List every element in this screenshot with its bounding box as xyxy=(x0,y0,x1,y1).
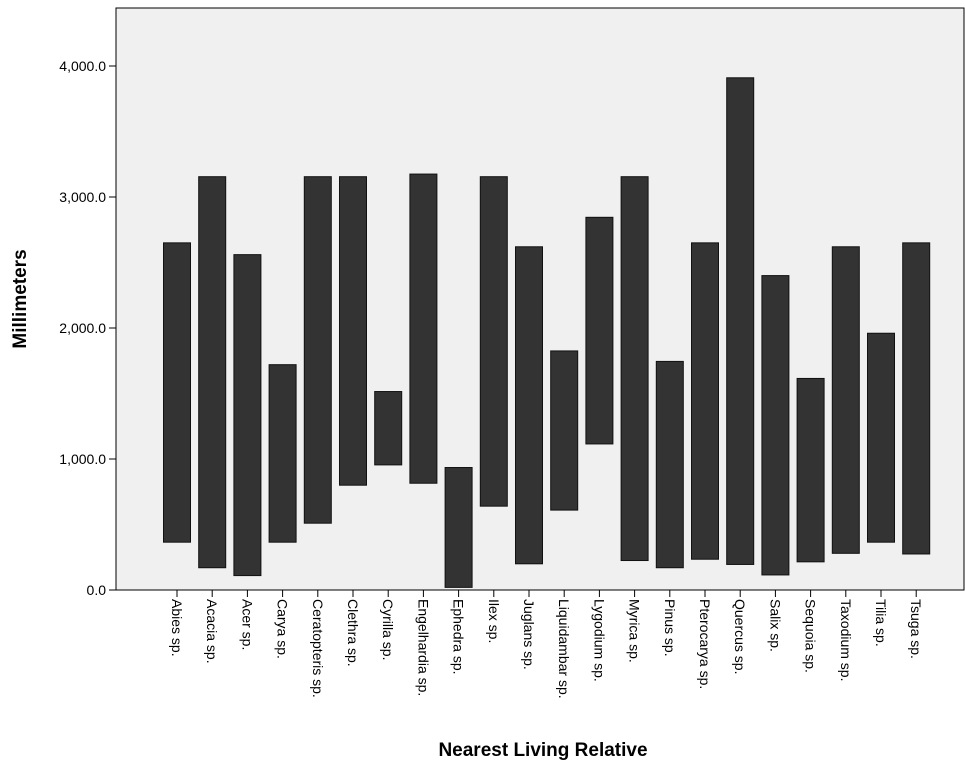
range-bar xyxy=(761,275,790,576)
y-tick-label: 2,000.0 xyxy=(59,320,106,336)
bars-group xyxy=(163,77,931,588)
x-tick-label: Carya sp. xyxy=(275,599,291,659)
x-tick-label: Juglans sp. xyxy=(521,599,537,670)
range-bar xyxy=(233,254,262,577)
x-tick-label: Lygodium sp. xyxy=(591,599,607,682)
y-tick-label: 0.0 xyxy=(87,582,107,598)
x-tick-label: Acacia sp. xyxy=(204,599,220,664)
range-bar xyxy=(867,332,895,543)
x-tick-label: Ilex sp. xyxy=(486,599,502,643)
range-bar xyxy=(198,176,227,569)
range-bar xyxy=(691,242,719,560)
x-tick-label: Abies sp. xyxy=(169,599,185,657)
x-tick-label: Ceratopteris sp. xyxy=(310,599,326,698)
range-bar xyxy=(515,246,543,565)
range-bar xyxy=(585,216,614,445)
x-tick-label: Quercus sp. xyxy=(732,599,748,674)
x-tick-label: Sequoia sp. xyxy=(803,599,819,673)
x-tick-label: Clethra sp. xyxy=(345,599,361,667)
range-bar xyxy=(479,176,508,507)
x-tick-label: Cyrilla sp. xyxy=(380,599,396,660)
x-axis: Abies sp. Acacia sp. Acer sp. Carya sp. Cera… xyxy=(169,590,924,699)
range-bar xyxy=(726,77,755,565)
x-tick-label: Taxodium sp. xyxy=(838,599,854,681)
x-tick-label: Engelhardia sp. xyxy=(415,599,431,696)
x-tick-label: Ephedra sp. xyxy=(451,599,467,675)
y-axis: 0.0 1,000.0 2,000.0 3,000.0 4,000.0 xyxy=(59,58,116,598)
range-bar xyxy=(796,377,825,563)
x-tick-label: Tilia sp. xyxy=(873,599,889,647)
range-bar xyxy=(655,360,684,569)
y-tick-label: 3,000.0 xyxy=(59,189,106,205)
x-tick-label: Pinus sp. xyxy=(662,599,678,657)
x-tick-label: Myrica sp. xyxy=(627,599,643,663)
range-bar xyxy=(902,242,931,555)
x-tick-label: Liquidambar sp. xyxy=(556,599,572,699)
x-tick-label: Tsuga sp. xyxy=(908,599,924,659)
range-bar xyxy=(444,467,473,588)
range-bar xyxy=(831,246,860,554)
range-bar xyxy=(374,391,403,466)
y-tick-label: 1,000.0 xyxy=(59,451,106,467)
range-bar xyxy=(163,242,191,543)
x-tick-label: Salix sp. xyxy=(767,599,783,652)
y-axis-title: Millimeters xyxy=(10,249,31,348)
range-bar xyxy=(550,350,579,511)
range-bar xyxy=(620,176,649,562)
range-bar xyxy=(409,173,438,484)
x-axis-title: Nearest Living Relative xyxy=(438,740,647,761)
x-tick-label: Pterocarya sp. xyxy=(697,599,713,689)
range-bar xyxy=(339,176,367,486)
range-bar xyxy=(303,176,332,524)
range-bar xyxy=(268,364,297,543)
y-tick-label: 4,000.0 xyxy=(59,58,106,74)
x-tick-label: Acer sp. xyxy=(239,599,255,650)
